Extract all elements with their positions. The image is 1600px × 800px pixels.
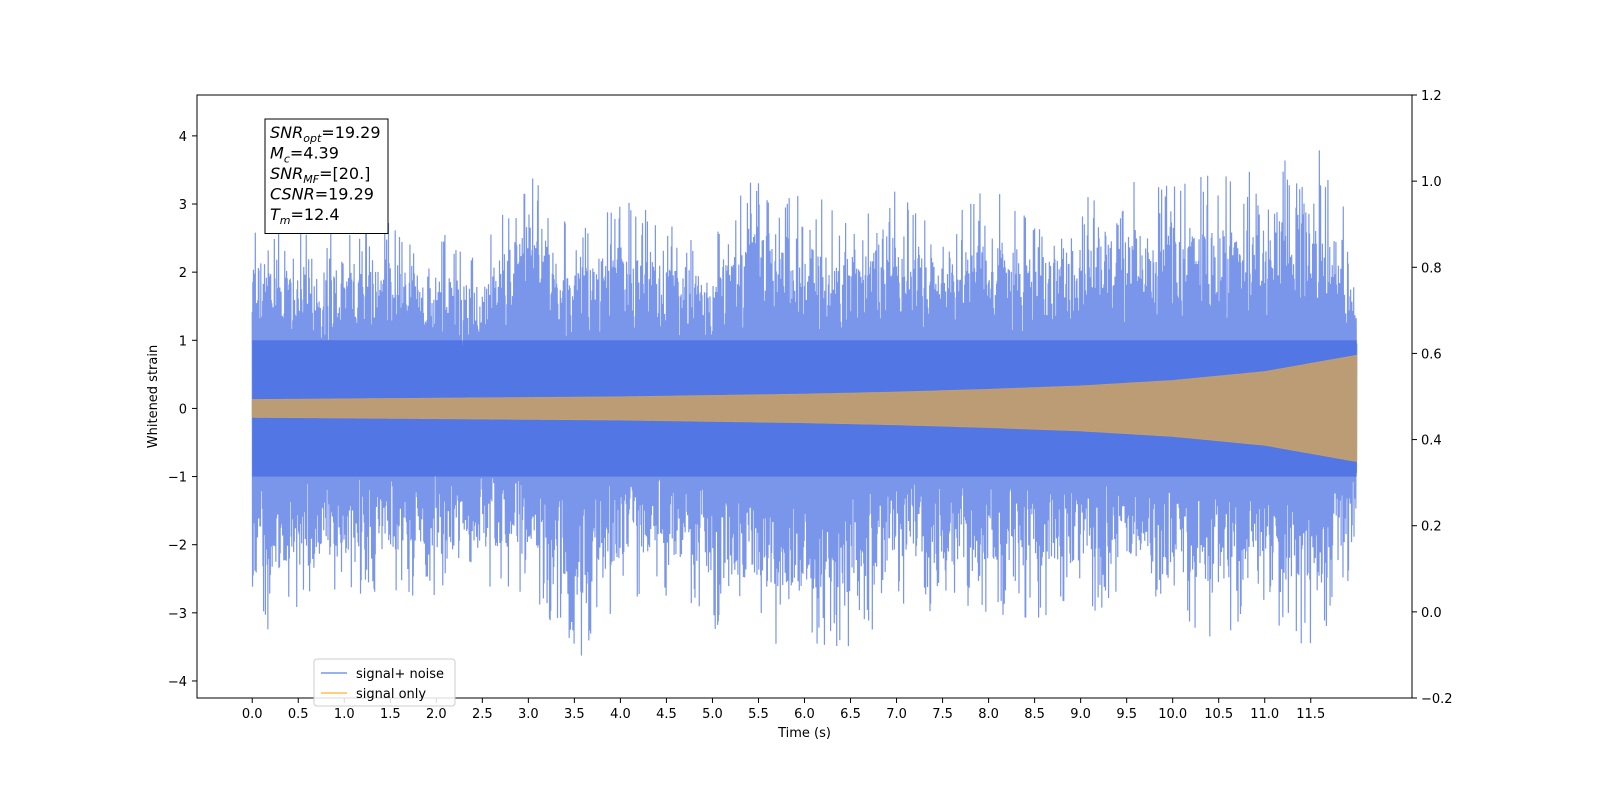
y-axis-label: Whitened strain	[146, 345, 161, 448]
y-tick-label: −4	[168, 675, 187, 690]
annotation-line: Mc=4.39	[270, 144, 339, 166]
y-tick-label: 4	[179, 130, 187, 145]
legend-label: signal only	[356, 687, 426, 702]
x-tick-label: 6.5	[840, 707, 861, 722]
x-tick-label: 2.5	[472, 707, 493, 722]
y-tick-label: −1	[168, 471, 187, 486]
x-tick-label: 10.0	[1158, 707, 1187, 722]
annotation-line: Tm=12.4	[270, 205, 340, 227]
y-tick-label: −3	[168, 607, 187, 622]
y-axis-right: 1.2 1.0 0.8 0.6 0.4 0.2 0.0 −0.2	[1412, 89, 1453, 707]
x-tick-label: 6.0	[794, 707, 815, 722]
x-tick-label: 8.5	[1024, 707, 1045, 722]
legend: signal+ noise signal only	[313, 658, 456, 707]
x-tick-label: 5.0	[702, 707, 723, 722]
x-tick-label: 0.5	[288, 707, 309, 722]
x-tick-label: 9.5	[1116, 707, 1137, 722]
y2-tick-label: 0.6	[1421, 347, 1442, 362]
y2-tick-label: 0.8	[1421, 261, 1442, 276]
x-tick-label: 2.0	[426, 707, 447, 722]
x-tick-label: 0.0	[242, 707, 263, 722]
x-tick-label: 10.5	[1204, 707, 1233, 722]
x-tick-label: 11.0	[1250, 707, 1279, 722]
x-tick-label: 4.5	[656, 707, 677, 722]
annotation-line: CSNR=19.29	[270, 185, 374, 204]
y-tick-label: 2	[179, 266, 187, 281]
y2-tick-label: 0.2	[1421, 520, 1442, 535]
y-tick-label: 1	[179, 334, 187, 349]
x-axis-label: Time (s)	[777, 726, 831, 741]
series-layer	[251, 150, 1358, 656]
y2-tick-label: 0.4	[1421, 434, 1442, 449]
annotation-line: SNRMF=[20.]	[270, 164, 370, 186]
x-axis: 0.0 0.5 1.0 1.5 2.0 2.5 3.0 3.5 4.0 4.5 5.0 5.5 6.0 6…	[242, 698, 1325, 722]
x-tick-label: 7.5	[932, 707, 953, 722]
x-tick-label: 8.0	[978, 707, 999, 722]
annotation-line: SNRopt=19.29	[270, 123, 381, 145]
y2-tick-label: 1.2	[1421, 89, 1442, 104]
x-tick-label: 1.5	[380, 707, 401, 722]
y-tick-label: 3	[179, 198, 187, 213]
x-tick-label: 3.0	[518, 707, 539, 722]
x-tick-label: 3.5	[564, 707, 585, 722]
legend-frame	[313, 658, 456, 707]
y2-tick-label: 1.0	[1421, 175, 1442, 190]
x-tick-label: 5.5	[748, 707, 769, 722]
y-tick-label: −2	[168, 539, 187, 554]
x-tick-label: 7.0	[886, 707, 907, 722]
y2-tick-label: 0.0	[1421, 606, 1442, 621]
annotation-box: SNRopt=19.29Mc=4.39SNRMF=[20.]CSNR=19.29…	[264, 118, 389, 234]
x-tick-label: 11.5	[1296, 707, 1325, 722]
annotation-frame	[264, 118, 389, 234]
x-tick-label: 9.0	[1070, 707, 1091, 722]
y2-tick-label: −0.2	[1421, 692, 1453, 707]
legend-label: signal+ noise	[356, 667, 444, 682]
x-tick-label: 4.0	[610, 707, 631, 722]
x-tick-label: 1.0	[334, 707, 355, 722]
y-tick-label: 0	[179, 402, 187, 417]
series-signal-only	[251, 354, 1358, 463]
y-axis-left: 4 3 2 1 0 −1 −2 −3 −4	[168, 130, 197, 690]
